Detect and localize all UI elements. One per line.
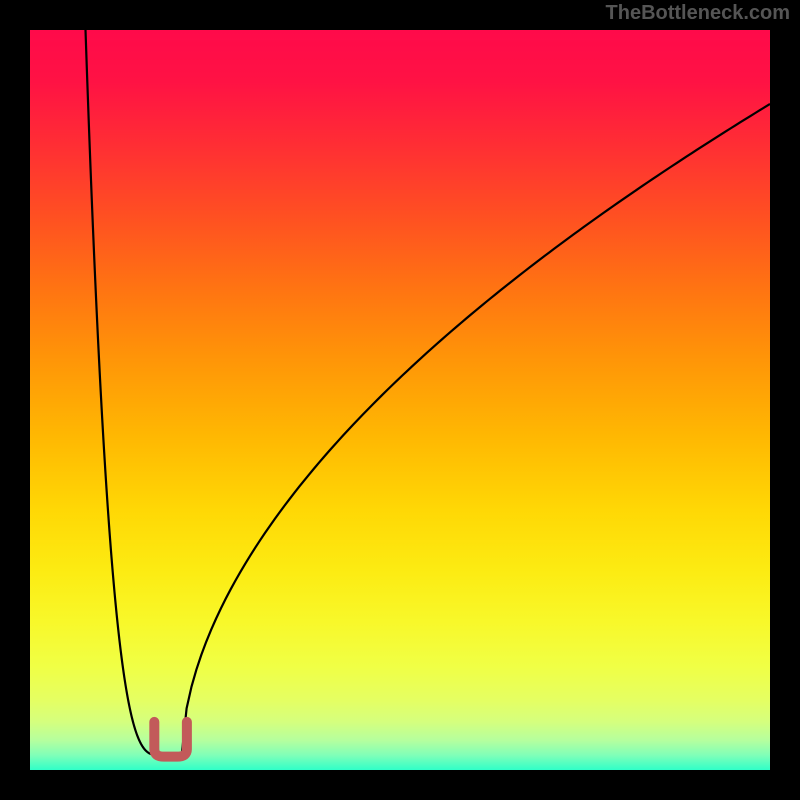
bottleneck-chart <box>0 0 800 800</box>
plot-background <box>30 30 770 770</box>
watermark-text: TheBottleneck.com <box>606 2 790 25</box>
chart-container: TheBottleneck.com <box>0 0 800 800</box>
